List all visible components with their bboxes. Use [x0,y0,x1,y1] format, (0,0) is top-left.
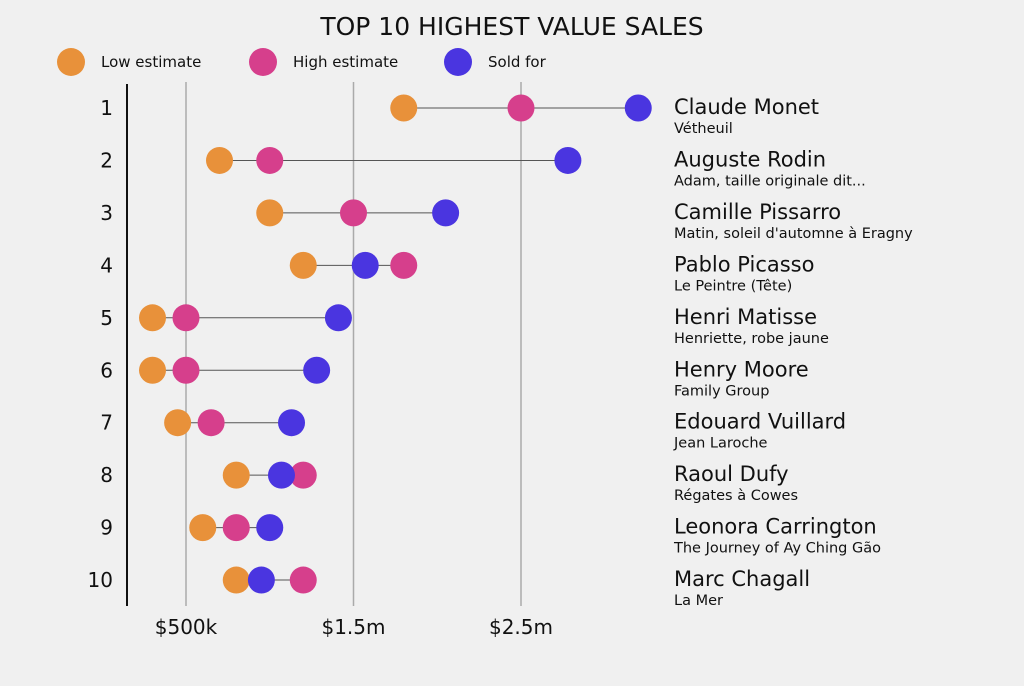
legend-marker-sold [444,48,472,76]
high-point [172,356,200,384]
x-tick-label: $1.5m [321,615,385,639]
low-point [390,94,418,122]
artwork-title: The Journey of Ay Ching Gão [673,541,881,557]
artwork-title: Régates à Cowes [674,488,798,504]
x-tick-label: $2.5m [489,615,553,639]
high-point [197,409,225,437]
sold-point [247,566,275,594]
legend: Low estimate High estimate Sold for [57,48,547,76]
artwork-title: Henriette, robe jaune [674,331,829,347]
rank-label: 7 [100,411,113,435]
artwork-title: Matin, soleil d'automne à Eragny [674,226,913,242]
artist-name: Henri Matisse [674,305,817,329]
sold-point [267,461,295,489]
legend-marker-low [57,48,85,76]
high-point [222,514,250,542]
legend-label-high: High estimate [293,53,398,71]
rank-label: 1 [100,96,113,120]
high-point [172,304,200,332]
artwork-title: Le Peintre (Tête) [674,278,792,294]
sold-point [324,304,352,332]
chart-title: TOP 10 HIGHEST VALUE SALES [319,12,703,41]
gridlines [185,82,522,606]
row-3: 3 Camille Pissarro Matin, soleil d'automne… [100,199,913,242]
sold-point [432,199,460,227]
low-point [222,566,250,594]
x-tick-label: $500k [155,615,218,639]
low-point [164,409,192,437]
high-point [340,199,367,227]
sold-point [624,94,652,122]
artwork-title: La Mer [674,593,723,609]
artist-name: Auguste Rodin [674,147,826,171]
row-5: 5 Henri Matisse Henriette, robe jaune [100,304,829,347]
rank-label: 8 [100,463,113,487]
high-point [289,461,317,489]
legend-label-low: Low estimate [101,53,201,71]
high-point [390,251,418,279]
row-7: 7 Edouard Vuillard Jean Laroche [100,409,846,452]
low-point [256,199,284,227]
low-point [289,251,317,279]
sold-point [278,409,306,437]
artwork-title: Adam, taille originale dit... [674,173,866,189]
sold-point [351,251,379,279]
rank-label: 10 [88,568,113,592]
artist-name: Edouard Vuillard [674,410,846,434]
artist-name: Marc Chagall [674,567,810,591]
row-2: 2 Auguste Rodin Adam, taille originale dit… [100,146,866,189]
legend-label-sold: Sold for [488,53,547,71]
row-10: 10 Marc Chagall La Mer [88,566,810,609]
row-6: 6 Henry Moore Family Group [100,356,809,399]
artist-name: Claude Monet [674,95,819,119]
sold-point [554,146,582,174]
low-point [222,461,250,489]
sold-point [256,514,284,542]
rows: 1 Claude Monet Vétheuil 2 Auguste Rodin Adam,… [88,94,913,609]
rank-label: 2 [100,148,113,172]
sold-point [303,356,331,384]
rank-label: 5 [100,306,113,330]
low-point [206,146,233,174]
high-point [289,566,317,594]
artwork-title: Jean Laroche [673,436,768,452]
row-1: 1 Claude Monet Vétheuil [100,94,819,137]
artist-name: Raoul Dufy [674,462,789,486]
artwork-title: Vétheuil [674,121,733,137]
low-point [189,514,217,542]
row-8: 8 Raoul Dufy Régates à Cowes [100,461,798,504]
artwork-title: Family Group [674,383,769,399]
rank-label: 9 [100,516,113,540]
artist-name: Leonora Carrington [674,515,877,539]
low-point [139,304,166,332]
artist-name: Henry Moore [674,357,809,381]
rank-label: 3 [100,201,113,225]
x-axis-ticks: $500k $1.5m $2.5m [155,615,553,639]
row-4: 4 Pablo Picasso Le Peintre (Tête) [100,251,814,294]
artist-name: Pablo Picasso [674,252,814,276]
rank-label: 4 [100,253,113,277]
artist-name: Camille Pissarro [674,200,841,224]
legend-marker-high [249,48,277,76]
rank-label: 6 [100,358,113,382]
row-9: 9 Leonora Carrington The Journey of Ay Chi… [100,514,881,557]
high-point [256,146,284,174]
low-point [139,356,166,384]
high-point [507,94,535,122]
